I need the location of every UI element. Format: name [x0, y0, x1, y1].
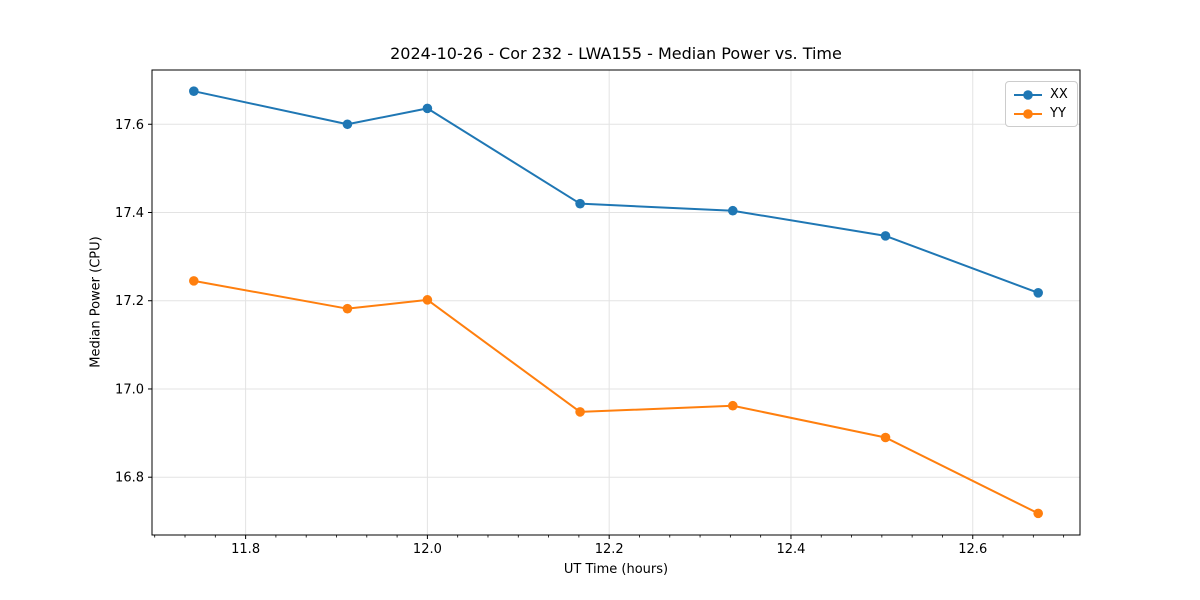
y-tick-label: 17.2	[115, 294, 144, 309]
data-point-xx	[727, 205, 738, 216]
x-tick-label: 11.8	[231, 542, 260, 557]
y-tick-label: 17.4	[115, 206, 144, 221]
x-tick-label: 12.4	[776, 542, 805, 557]
x-axis-label: UT Time (hours)	[563, 562, 669, 577]
legend: XX YY	[1005, 81, 1078, 127]
data-point-xx	[189, 86, 199, 96]
data-point-yy	[342, 303, 353, 314]
chart-title: 2024-10-26 - Cor 232 - LWA155 - Median P…	[390, 44, 842, 63]
y-tick-label: 17.6	[115, 118, 144, 133]
legend-sample-marker	[1023, 89, 1033, 100]
data-point-yy	[575, 407, 585, 417]
legend-entry-yy: YY	[1013, 105, 1068, 122]
data-point-xx	[342, 119, 353, 130]
data-point-yy	[727, 400, 738, 411]
data-point-xx	[1033, 287, 1043, 298]
data-point-yy	[1033, 508, 1043, 519]
data-point-xx	[880, 231, 891, 241]
legend-label: XX	[1050, 87, 1068, 102]
data-point-xx	[422, 103, 433, 114]
data-point-yy	[189, 276, 199, 286]
data-point-yy	[880, 432, 891, 443]
x-tick-label: 12.2	[595, 542, 624, 557]
legend-line-sample	[1014, 108, 1042, 119]
legend-label: YY	[1050, 106, 1066, 121]
y-tick-label: 17.0	[115, 382, 144, 397]
legend-entry-xx: XX	[1013, 86, 1068, 103]
data-point-xx	[575, 198, 585, 209]
axes-spines	[151, 69, 1081, 536]
x-tick-label: 12.0	[413, 542, 442, 557]
y-axis-label-text: Median Power (CPU)	[88, 236, 104, 368]
series-line-yy	[192, 279, 1040, 515]
x-tick-label: 12.6	[958, 542, 987, 557]
series-line-xx	[192, 90, 1040, 294]
legend-sample-marker	[1023, 108, 1033, 119]
data-point-yy	[422, 295, 433, 305]
legend-line-sample	[1014, 89, 1042, 100]
y-tick-label: 16.8	[115, 471, 144, 486]
